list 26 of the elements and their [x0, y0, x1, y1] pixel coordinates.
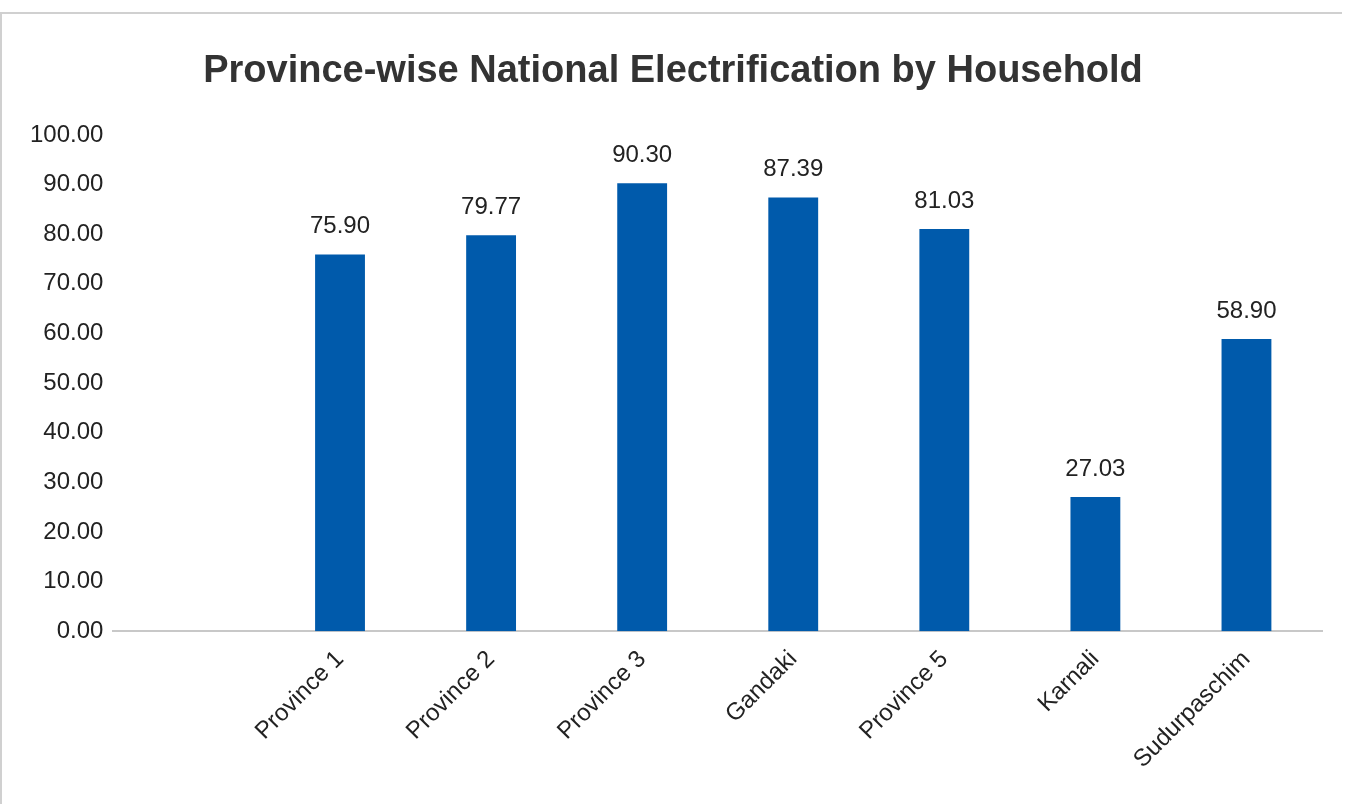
data-label: 27.03: [1065, 453, 1126, 481]
chart-title: Province-wise National Electrification by Household: [202, 48, 1144, 91]
y-tick-label: 20.00: [43, 516, 104, 544]
data-label: 87.39: [763, 154, 824, 182]
bar: [466, 235, 517, 632]
y-tick-label: 10.00: [43, 566, 104, 594]
bar: [315, 254, 365, 632]
data-label: 90.30: [612, 139, 673, 167]
bar: [919, 229, 970, 632]
y-tick-label: 90.00: [43, 169, 104, 197]
y-tick-label: 40.00: [43, 417, 104, 445]
bar: [617, 183, 668, 632]
bar: [768, 197, 819, 632]
bar: [1221, 338, 1272, 632]
bar: [1070, 497, 1121, 632]
data-label: 81.03: [914, 185, 975, 213]
y-tick-label: 100.00: [30, 119, 104, 147]
y-tick-label: 60.00: [43, 318, 104, 346]
y-tick-label: 50.00: [43, 367, 104, 395]
data-label: 75.90: [309, 211, 371, 239]
data-label: 79.77: [461, 192, 522, 219]
y-tick-label: 0.00: [56, 615, 104, 643]
y-tick-label: 80.00: [43, 218, 104, 246]
data-label: 58.90: [1216, 295, 1277, 323]
y-tick-label: 70.00: [43, 268, 104, 296]
y-tick-label: 30.00: [43, 466, 104, 494]
